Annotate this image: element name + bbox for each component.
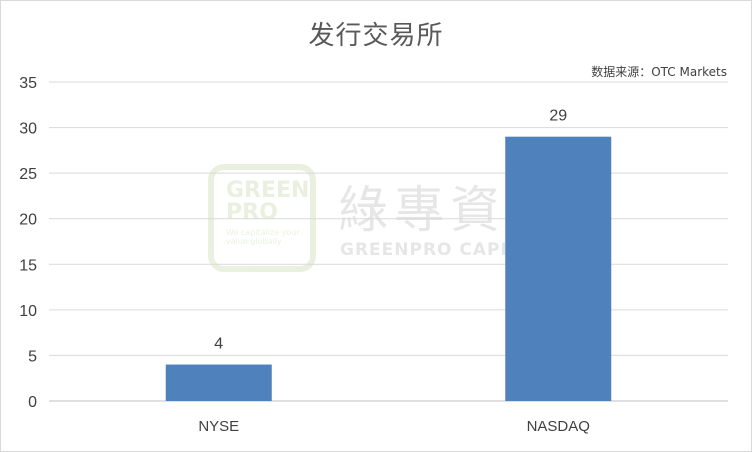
chart-title: 发行交易所 bbox=[308, 21, 444, 51]
y-tick-label: 5 bbox=[28, 348, 37, 365]
bar bbox=[165, 364, 272, 401]
bar bbox=[505, 136, 612, 401]
y-tick-label: 15 bbox=[19, 257, 37, 274]
watermark-english-name: GREENPRO CAPITAL bbox=[340, 240, 546, 260]
greenpro-logo: GREEN PRO We capitalize your value globa… bbox=[208, 164, 316, 272]
y-tick-label: 10 bbox=[19, 303, 37, 320]
data-label: 29 bbox=[549, 108, 567, 125]
y-tick-label: 25 bbox=[19, 166, 37, 183]
source-note: 数据来源：OTC Markets bbox=[591, 65, 727, 79]
data-label: 4 bbox=[214, 336, 223, 353]
logo-text: GREEN PRO bbox=[226, 178, 310, 225]
y-tick-label: 35 bbox=[19, 75, 37, 92]
y-tick-label: 0 bbox=[28, 394, 37, 411]
x-category-label: NASDAQ bbox=[527, 418, 590, 435]
x-category-label: NYSE bbox=[198, 418, 239, 435]
y-tick-label: 20 bbox=[19, 212, 37, 229]
logo-tagline: We capitalize your value globally bbox=[226, 228, 300, 246]
y-tick-label: 30 bbox=[19, 121, 37, 138]
